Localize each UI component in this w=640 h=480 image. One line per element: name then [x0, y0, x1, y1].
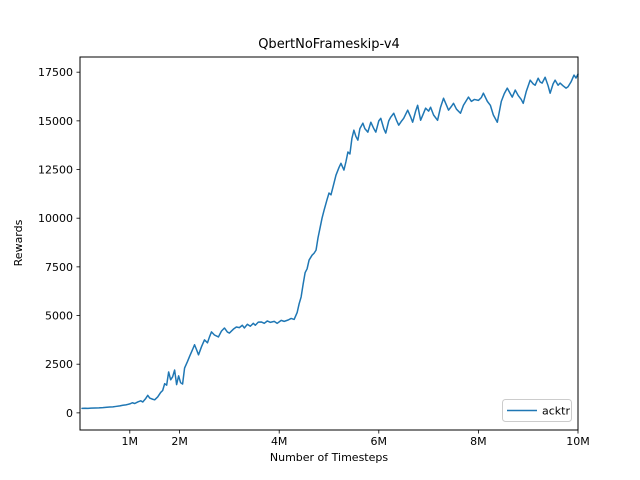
x-tick-label: 1M — [122, 435, 139, 448]
x-axis-ticks: 1M 2M 4M 6M 8M 10M — [122, 430, 590, 448]
x-tick-label: 2M — [171, 435, 188, 448]
x-tick-label: 6M — [371, 435, 388, 448]
y-tick-label: 10000 — [38, 212, 73, 225]
y-tick-label: 5000 — [45, 310, 73, 323]
legend-label-acktr: acktr — [542, 405, 570, 418]
x-tick-label: 4M — [271, 435, 288, 448]
y-tick-label: 0 — [66, 407, 73, 420]
y-tick-label: 15000 — [38, 115, 73, 128]
chart-title: QbertNoFrameskip-v4 — [258, 37, 400, 52]
y-axis-ticks: 0 2500 5000 7500 10000 12500 15000 17500 — [38, 66, 80, 420]
y-tick-label: 2500 — [45, 358, 73, 371]
x-axis-label: Number of Timesteps — [270, 451, 388, 464]
y-tick-label: 7500 — [45, 261, 73, 274]
axes-spines — [79, 56, 579, 431]
legend: acktr — [502, 399, 572, 422]
x-tick-label: 8M — [470, 435, 487, 448]
y-axis-label: Rewards — [12, 219, 25, 266]
series-line-acktr — [81, 73, 579, 410]
y-tick-label: 17500 — [38, 66, 73, 79]
y-tick-label: 12500 — [38, 164, 73, 177]
axes-background — [80, 57, 578, 430]
x-tick-label: 10M — [566, 435, 590, 448]
